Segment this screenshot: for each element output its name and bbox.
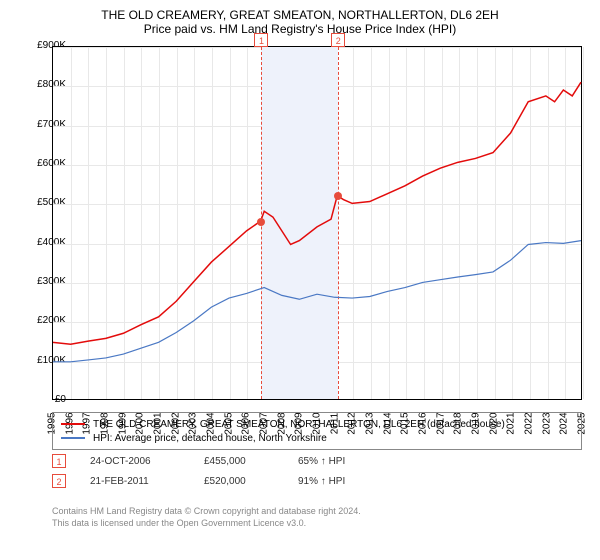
title-line-1: THE OLD CREAMERY, GREAT SMEATON, NORTHAL… <box>0 8 600 22</box>
events-table: 1 24-OCT-2006 £455,000 65% ↑ HPI 2 21-FE… <box>52 454 582 494</box>
footer-line-2: This data is licensed under the Open Gov… <box>52 518 582 530</box>
legend-label-2: HPI: Average price, detached house, Nort… <box>93 433 327 444</box>
legend-swatch-1 <box>61 423 85 425</box>
event-marker-2: 2 <box>52 474 66 488</box>
chart-plot-area: 12 <box>52 46 582 400</box>
event-marker-1: 1 <box>52 454 66 468</box>
line-plot <box>53 47 581 399</box>
series-line <box>53 82 581 344</box>
event-row-1: 1 24-OCT-2006 £455,000 65% ↑ HPI <box>52 454 582 468</box>
footer-line-1: Contains HM Land Registry data © Crown c… <box>52 506 582 518</box>
footer: Contains HM Land Registry data © Crown c… <box>52 506 582 529</box>
event-marker-box: 1 <box>254 33 268 47</box>
event-marker-box: 2 <box>331 33 345 47</box>
legend-label-1: THE OLD CREAMERY, GREAT SMEATON, NORTHAL… <box>93 419 505 430</box>
event-point <box>257 218 265 226</box>
event-date-1: 24-OCT-2006 <box>90 456 180 467</box>
event-hpi-2: 91% ↑ HPI <box>298 476 345 487</box>
legend: THE OLD CREAMERY, GREAT SMEATON, NORTHAL… <box>52 412 582 450</box>
event-date-2: 21-FEB-2011 <box>90 476 180 487</box>
title-block: THE OLD CREAMERY, GREAT SMEATON, NORTHAL… <box>0 0 600 40</box>
event-point <box>334 192 342 200</box>
event-price-1: £455,000 <box>204 456 274 467</box>
event-hpi-1: 65% ↑ HPI <box>298 456 345 467</box>
chart-container: THE OLD CREAMERY, GREAT SMEATON, NORTHAL… <box>0 0 600 560</box>
series-line <box>53 241 581 362</box>
legend-item-2: HPI: Average price, detached house, Nort… <box>61 431 573 445</box>
event-row-2: 2 21-FEB-2011 £520,000 91% ↑ HPI <box>52 474 582 488</box>
title-line-2: Price paid vs. HM Land Registry's House … <box>0 22 600 36</box>
legend-item-1: THE OLD CREAMERY, GREAT SMEATON, NORTHAL… <box>61 417 573 431</box>
legend-swatch-2 <box>61 437 85 439</box>
event-price-2: £520,000 <box>204 476 274 487</box>
